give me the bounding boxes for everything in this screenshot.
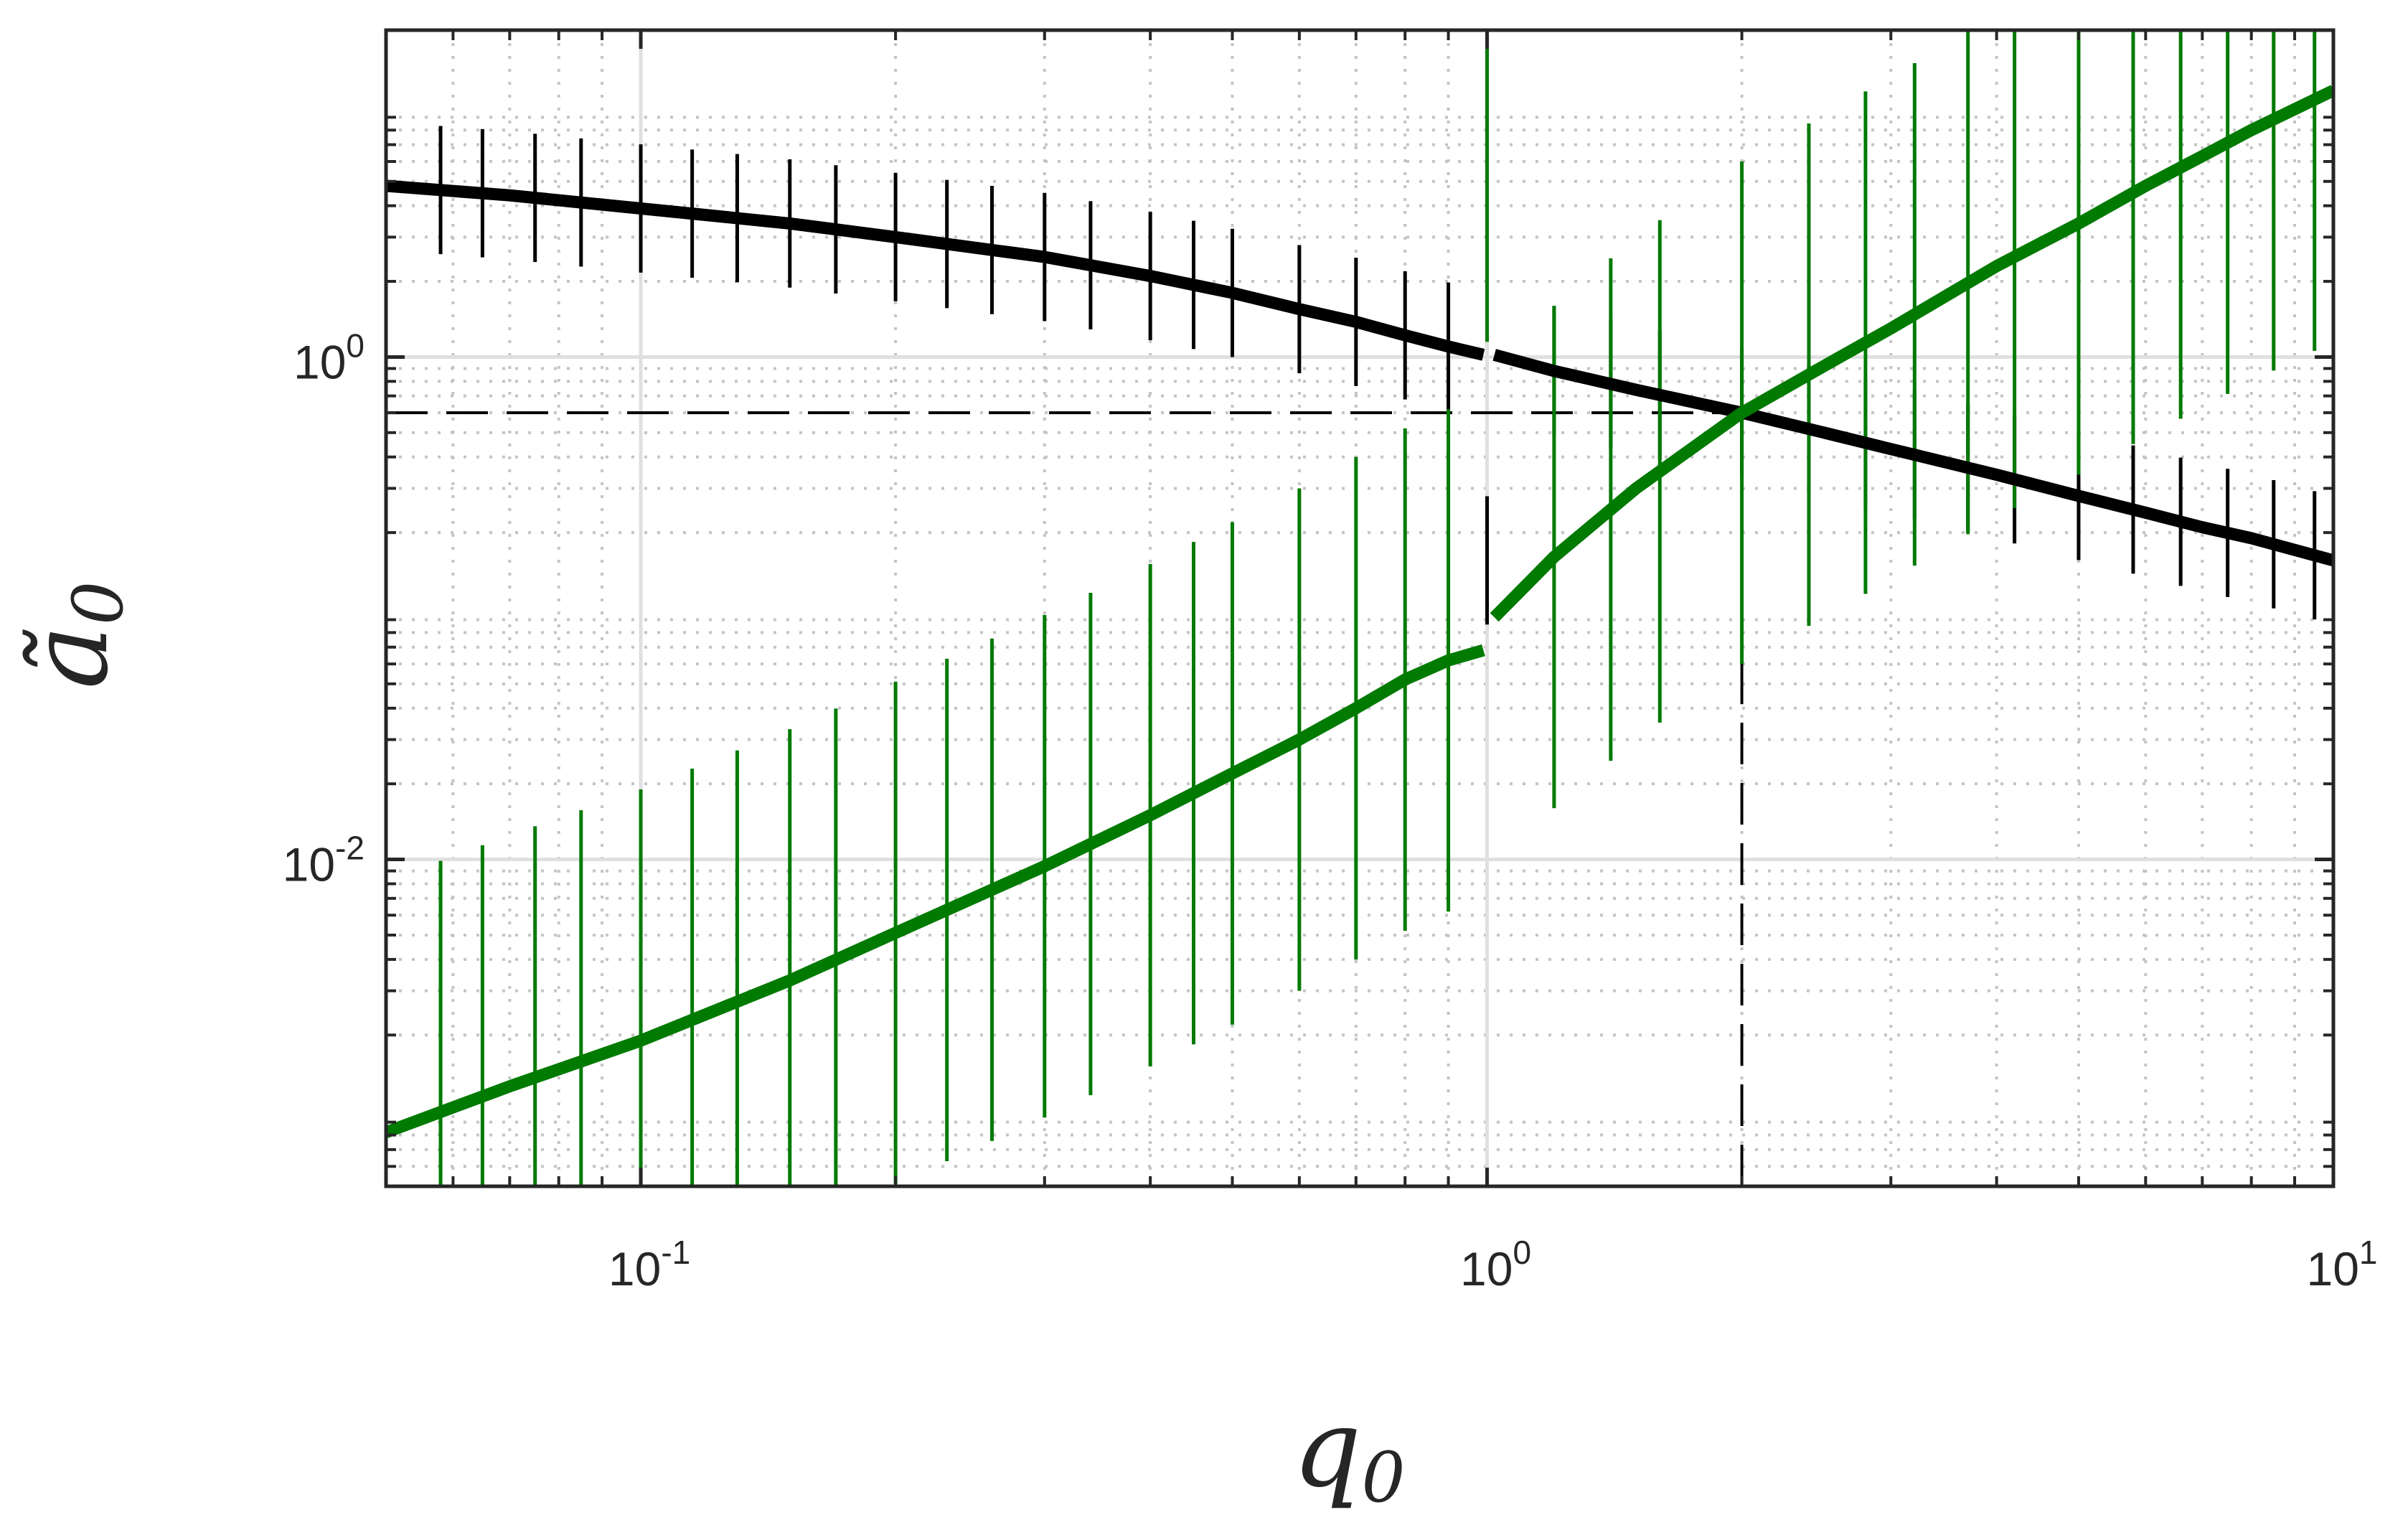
x-axis-title-main: q	[1292, 1387, 1361, 1511]
series-line-segment	[1492, 349, 2333, 567]
x-tick-label-base: 10	[2306, 1242, 2358, 1295]
series-line-segment	[1490, 85, 2333, 622]
x-axis-title-sub: 0	[1361, 1437, 1405, 1518]
y-axis-title-main: ã	[7, 625, 132, 689]
y-axis-title: ã0	[7, 581, 138, 690]
x-tick-label-exponent: 0	[1513, 1234, 1531, 1271]
x-tick-label-base: 10	[1460, 1242, 1513, 1295]
series-line-segment	[386, 644, 1485, 1138]
x-tick-label: 101	[2306, 1234, 2377, 1295]
y-tick-label-exponent: 0	[346, 327, 365, 364]
y-axis-title-sub: 0	[58, 581, 138, 625]
reference-lines	[386, 411, 1744, 1186]
x-tick-label: 100	[1460, 1234, 1531, 1295]
y-tick-label: 100	[293, 327, 365, 388]
y-tick-label: 10-2	[283, 830, 365, 891]
x-tick-label: 10-1	[608, 1234, 690, 1295]
y-tick-label-exponent: -2	[335, 830, 365, 867]
x-tick-label-base: 10	[608, 1242, 661, 1295]
plot-area	[386, 30, 2333, 1186]
x-axis-title: q0	[1292, 1387, 1405, 1518]
y-tick-label-base: 10	[293, 335, 346, 388]
y-tick-label-base: 10	[283, 838, 335, 891]
series-line-segment	[386, 179, 1485, 361]
axes-frame	[384, 28, 2336, 1188]
x-tick-label-exponent: 1	[2359, 1234, 2378, 1271]
x-tick-label-exponent: -1	[661, 1234, 690, 1271]
